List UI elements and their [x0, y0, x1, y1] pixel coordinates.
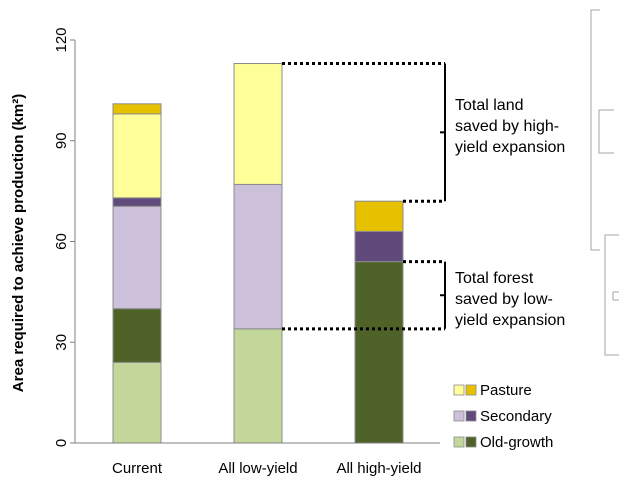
bar-segment-secondary-high [112, 197, 162, 207]
x-tick-label: All low-yield [218, 460, 297, 477]
annotation-text: saved by high- [455, 118, 559, 135]
legend-swatch-high [465, 384, 477, 396]
x-tick-label: Current [112, 460, 163, 477]
bar-segment-secondary-low [112, 205, 162, 310]
annotations-group: Total land saved by high-yield expansion T… [282, 62, 565, 331]
y-tick-label: 30 [53, 334, 70, 351]
y-tick-label: 90 [53, 132, 70, 149]
bar-segment-old-growth-low [112, 361, 162, 444]
annotation-text: yield expansion [455, 312, 565, 329]
y-axis-title: Area required to achieve production (km²… [10, 94, 27, 392]
legend-label: Secondary [480, 408, 552, 425]
bar-segment-pasture-low [233, 63, 283, 185]
annotation-text: yield expansion [455, 139, 565, 156]
legend-label: Pasture [480, 382, 532, 399]
bar-segment-old-growth-high [112, 308, 162, 363]
edge-brackets [590, 9, 619, 356]
y-tick-label: 0 [53, 439, 70, 447]
edge-bracket-small [598, 109, 614, 154]
y-tick-label: 120 [53, 27, 70, 52]
bar-segment-secondary-high [354, 230, 404, 263]
bar-segment-pasture-high [354, 200, 404, 232]
legend-swatch-high [465, 436, 477, 448]
legend-label: Old-growth [480, 434, 553, 451]
edge-bracket-lower [604, 234, 619, 356]
y-tick-label: 60 [53, 233, 70, 250]
legend-swatch-low [453, 436, 465, 448]
legend: Pasture Secondary Old-growth [453, 382, 553, 451]
legend-swatch-high [465, 410, 477, 422]
legend-swatch-low [453, 384, 465, 396]
edge-bracket-lower-notch [612, 291, 619, 301]
y-axis-ticks: 0 30 60 90 120 [53, 27, 75, 447]
x-axis-labels: Current All low-yield All high-yield [112, 460, 422, 477]
bar-segment-pasture-high [112, 103, 162, 115]
bars-group [75, 63, 440, 444]
bar-segment-pasture-low [112, 113, 162, 199]
bar-segment-old-growth-high [354, 261, 404, 444]
annotation-text: Total land [455, 97, 524, 114]
legend-swatch-low [453, 410, 465, 422]
annotation-text: Total forest [455, 270, 534, 287]
edge-bracket-large [590, 9, 600, 251]
bar-segment-secondary-low [233, 183, 283, 330]
bar-segment-old-growth-low [233, 328, 283, 444]
annotation-text: saved by low- [455, 291, 553, 308]
x-tick-label: All high-yield [336, 460, 421, 477]
